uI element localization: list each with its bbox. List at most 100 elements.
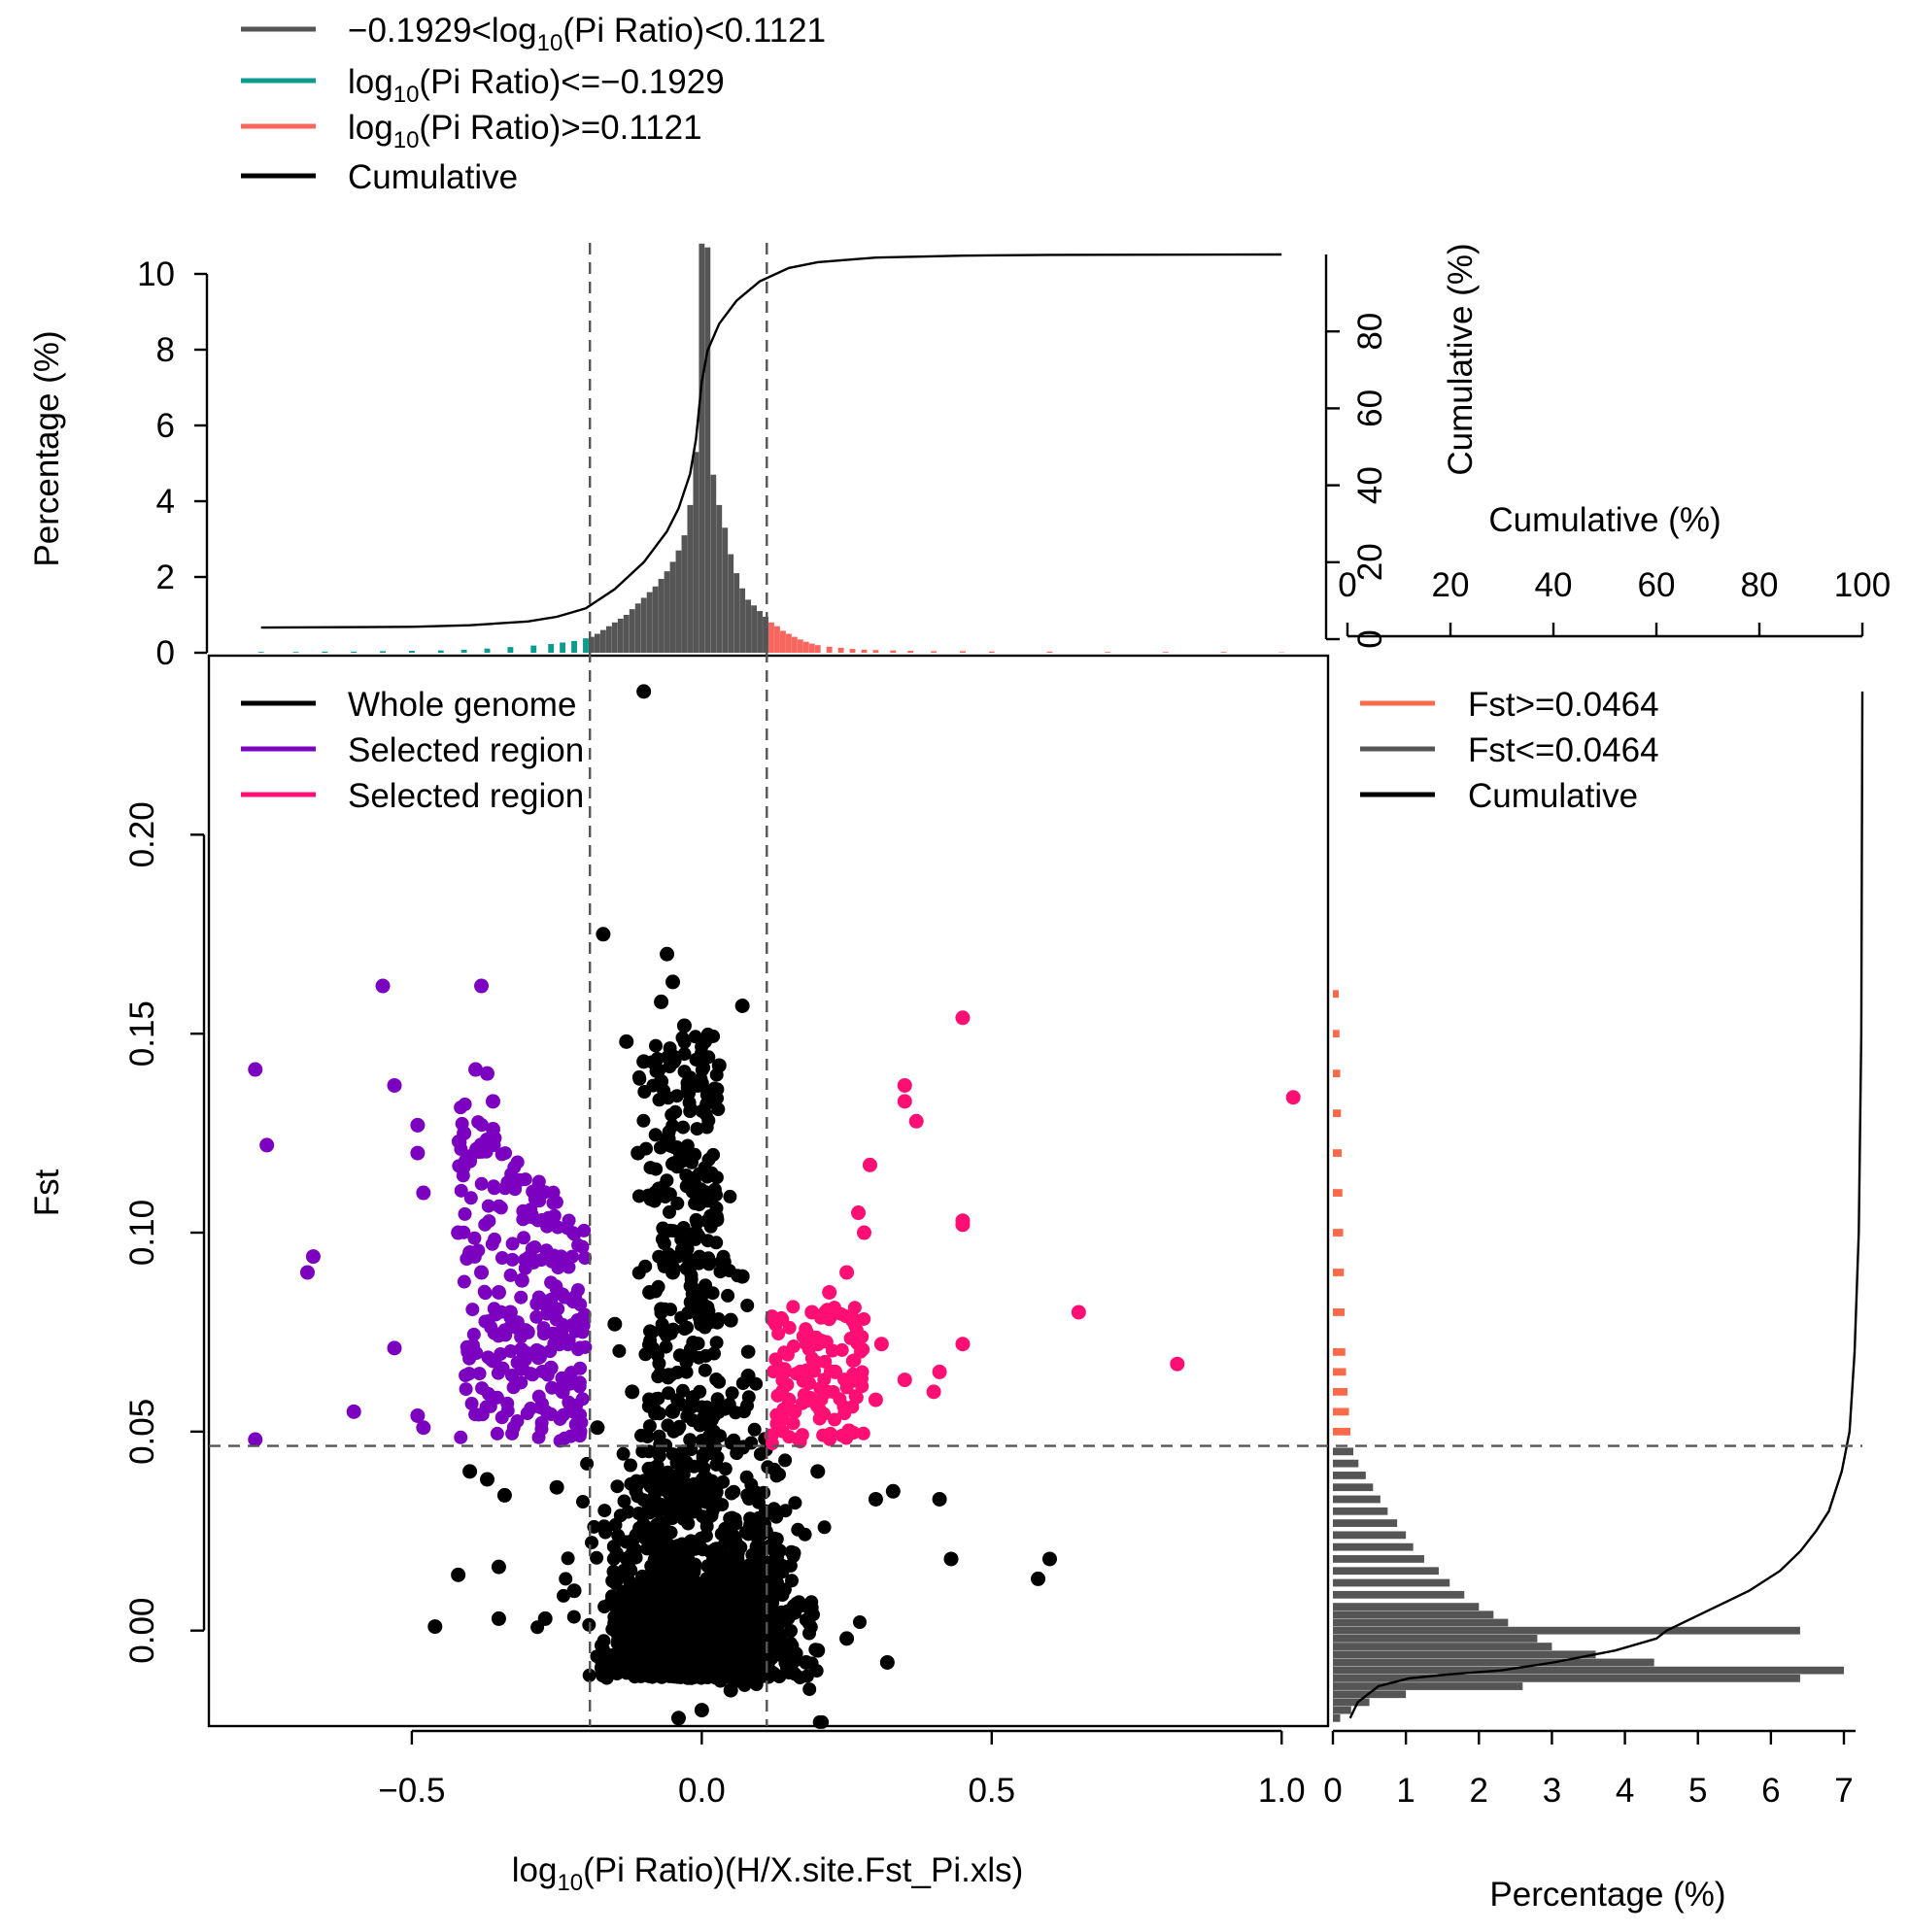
- scatter-point-selected-left: [516, 1203, 530, 1218]
- scatter-point-whole-genome: [741, 1492, 756, 1506]
- scatter-x-tick-label: 0.5: [968, 1772, 1015, 1810]
- scatter-plot-frame: [207, 654, 1330, 1728]
- right-bar: [1333, 1674, 1800, 1682]
- top-right-tick-label: 60: [1351, 390, 1389, 427]
- scatter-point-whole-genome: [668, 1104, 683, 1119]
- scatter-point-selected-right: [1285, 1090, 1301, 1105]
- scatter-point-whole-genome: [723, 1189, 737, 1203]
- top-bar: [687, 504, 694, 653]
- right-x-ticks: 0 1 2 3 4 5 6 7: [1323, 1731, 1854, 1810]
- scatter-point-whole-genome: [747, 1422, 762, 1437]
- scatter-point-whole-genome: [817, 1520, 832, 1535]
- scatter-point-selected-left: [500, 1404, 515, 1418]
- scatter-point-whole-genome: [700, 1559, 715, 1574]
- scatter-point-whole-genome: [748, 1663, 763, 1678]
- scatter-point-whole-genome: [636, 684, 652, 699]
- scatter-point-whole-genome: [643, 1324, 657, 1339]
- scatter-point-whole-genome: [585, 1536, 598, 1550]
- scatter-point-whole-genome: [607, 1316, 623, 1332]
- scatter-point-whole-genome: [674, 1614, 689, 1629]
- scatter-point-selected-left: [540, 1296, 555, 1310]
- top-bar: [640, 597, 647, 653]
- scatter-point-whole-genome: [699, 1348, 713, 1363]
- scatter-point-selected-left: [466, 1327, 481, 1341]
- top-bar: [560, 642, 566, 653]
- top-bar: [802, 641, 809, 653]
- scatter-point-whole-genome: [679, 1365, 694, 1379]
- scatter-point-whole-genome: [652, 1356, 666, 1371]
- scatter-point-whole-genome: [606, 1551, 621, 1566]
- right-x-tick-label: 3: [1543, 1772, 1561, 1810]
- legend-label-selected-left: Selected region: [348, 731, 584, 769]
- scatter-point-whole-genome: [596, 927, 611, 942]
- scatter-point-whole-genome: [640, 1430, 655, 1443]
- scatter-point-whole-genome: [698, 1437, 712, 1451]
- scatter-point-whole-genome: [566, 1583, 582, 1599]
- scatter-point-whole-genome: [711, 1632, 726, 1646]
- scatter-point-whole-genome: [590, 1420, 605, 1436]
- top-y-tick-label: 8: [156, 331, 175, 369]
- scatter-point-selected-left: [462, 1351, 477, 1366]
- scatter-point-whole-genome: [1041, 1551, 1057, 1567]
- scatter-point-selected-left: [503, 1268, 518, 1282]
- scatter-point-selected-left: [487, 1138, 501, 1153]
- scatter-point-whole-genome: [717, 1621, 732, 1636]
- scatter-point-selected-right: [853, 1344, 868, 1359]
- top-bar: [861, 649, 868, 653]
- scatter-point-whole-genome: [677, 1034, 692, 1049]
- scatter-point-whole-genome: [721, 1288, 735, 1303]
- scatter-point-whole-genome: [665, 1404, 681, 1419]
- scatter-point-selected-left: [514, 1290, 528, 1305]
- scatter-point-whole-genome: [695, 1472, 709, 1486]
- scatter-point-whole-genome: [649, 1657, 664, 1672]
- scatter-point-whole-genome: [791, 1522, 805, 1537]
- scatter-point-whole-genome: [698, 1363, 712, 1377]
- right-top-tick-label: 60: [1638, 566, 1676, 604]
- scatter-point-whole-genome: [687, 1459, 701, 1474]
- scatter-point-selected-right: [857, 1311, 871, 1326]
- scatter-point-whole-genome: [868, 1491, 883, 1507]
- right-bar: [1333, 1603, 1480, 1610]
- scatter-point-whole-genome: [668, 1669, 683, 1683]
- top-bar: [791, 636, 798, 653]
- scatter-point-selected-left: [248, 1062, 263, 1077]
- scatter-point-whole-genome: [618, 1565, 632, 1579]
- scatter-point-whole-genome: [642, 1284, 658, 1300]
- right-bar: [1333, 1495, 1381, 1504]
- scatter-x-tick-label: −0.5: [378, 1772, 445, 1810]
- right-top-tick-label: 0: [1338, 566, 1356, 604]
- scatter-point-whole-genome: [669, 1089, 684, 1103]
- scatter-point-whole-genome: [561, 1551, 575, 1566]
- scatter-point-selected-right: [823, 1426, 837, 1441]
- scatter-point-whole-genome: [657, 1596, 671, 1610]
- top-bar: [785, 633, 792, 653]
- scatter-point-selected-left: [547, 1208, 562, 1223]
- scatter-point-whole-genome: [631, 1145, 646, 1161]
- scatter-point-whole-genome: [537, 1610, 553, 1626]
- scatter-point-whole-genome: [675, 1383, 690, 1398]
- scatter-point-selected-left: [505, 1252, 520, 1267]
- scatter-point-whole-genome: [621, 1656, 634, 1671]
- top-y-ticks: 0 2 4 6 8 10: [137, 255, 207, 672]
- top-bar: [548, 644, 555, 653]
- threshold-lines: [209, 243, 1862, 1726]
- top-bar: [652, 586, 659, 653]
- scatter-point-whole-genome: [724, 1436, 738, 1450]
- right-top-tick-label: 20: [1432, 566, 1470, 604]
- top-bar: [757, 611, 763, 653]
- right-bar: [1333, 1618, 1509, 1627]
- right-bar: [1333, 1189, 1343, 1197]
- top-bar: [664, 571, 670, 653]
- scatter-point-whole-genome: [802, 1626, 816, 1641]
- scatter-point-whole-genome: [625, 1384, 640, 1400]
- scatter-point-selected-right: [782, 1430, 797, 1444]
- scatter-point-whole-genome: [621, 1505, 635, 1519]
- legend-label-fst-low: Fst<=0.0464: [1468, 731, 1659, 769]
- scatter-point-selected-left: [485, 1094, 500, 1109]
- scatter-point-whole-genome: [576, 1495, 590, 1508]
- legend-label-mid: −0.1929<log10(Pi Ratio)<0.1121: [348, 12, 826, 56]
- scatter-point-whole-genome: [630, 1622, 643, 1637]
- right-bar: [1333, 1348, 1346, 1356]
- right-bar: [1333, 1542, 1414, 1551]
